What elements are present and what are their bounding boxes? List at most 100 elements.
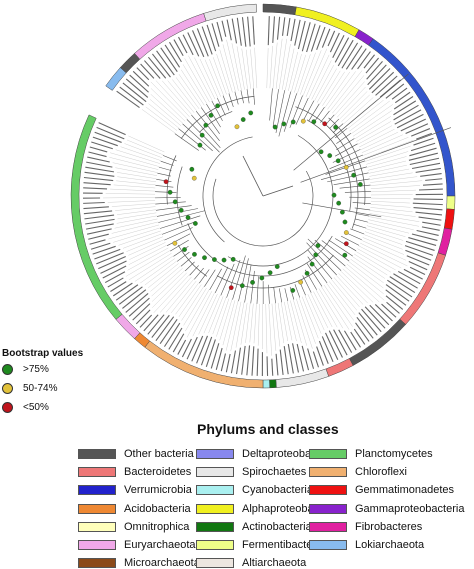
tip-label: [136, 310, 150, 324]
tip-leader: [166, 279, 194, 312]
tip-leader: [156, 81, 190, 117]
tip-label: [272, 359, 273, 376]
tip-label: [226, 354, 230, 372]
tip-leader: [296, 299, 312, 349]
ring-sector: [444, 209, 454, 230]
tip-label: [268, 16, 269, 45]
tip-leader: [237, 46, 245, 89]
legend-swatch: [78, 522, 116, 532]
tip-label: [232, 19, 236, 44]
bootstrap-node: [229, 285, 233, 289]
tip-leader: [209, 296, 224, 333]
bootstrap-low-label: <50%: [23, 402, 49, 413]
tree-branch: [156, 206, 192, 211]
tip-label: [248, 17, 251, 47]
legend-swatch: [309, 540, 347, 550]
tip-label: [97, 127, 125, 138]
bootstrap-node: [202, 255, 206, 259]
tip-label: [366, 58, 379, 73]
bootstrap-mid-label: 50-74%: [23, 383, 57, 394]
tip-label: [386, 296, 403, 310]
tip-label: [133, 71, 149, 86]
tip-leader: [127, 140, 163, 155]
bootstrap-node: [275, 264, 279, 268]
tip-label: [91, 243, 110, 249]
tip-label: [394, 97, 413, 109]
tip-label: [405, 250, 431, 260]
tree-branch: [307, 263, 322, 286]
tree-branch: [274, 287, 276, 303]
ring-sector: [263, 4, 296, 15]
tip-leader: [338, 273, 367, 303]
tip-leader: [316, 290, 337, 327]
tip-leader: [365, 232, 402, 245]
tree-branch: [235, 92, 238, 105]
bootstrap-node: [260, 276, 264, 280]
tip-leader: [361, 132, 398, 150]
tree-branch: [194, 268, 203, 279]
tree-branch: [346, 233, 362, 240]
tip-label: [183, 35, 193, 55]
tree-branch-arc: [213, 171, 313, 246]
tip-leader: [309, 55, 329, 98]
tip-label: [252, 346, 254, 375]
bootstrap-node: [249, 111, 253, 115]
tip-leader: [312, 60, 332, 99]
tree-tip-labels: [83, 16, 443, 376]
tip-leader: [121, 147, 161, 161]
tip-label: [422, 222, 440, 225]
tip-label: [242, 17, 245, 47]
tip-label: [84, 211, 112, 214]
tip-leader: [115, 168, 157, 176]
tip-label: [216, 348, 222, 370]
tip-leader: [266, 304, 267, 353]
legend-label: Gammaproteobacteria: [355, 503, 464, 515]
tip-label: [113, 283, 132, 296]
bootstrap-node: [200, 133, 204, 137]
tip-label: [242, 346, 245, 375]
tip-leader: [254, 304, 256, 344]
tip-label: [96, 253, 123, 264]
tip-leader: [152, 273, 187, 308]
tip-leader: [356, 251, 391, 272]
bootstrap-node: [212, 257, 216, 261]
tip-leader: [108, 200, 155, 202]
tip-leader: [297, 54, 310, 93]
tip-leader: [293, 300, 306, 346]
legend-swatch: [196, 485, 234, 495]
legend-item: Cyanobacteria: [196, 484, 313, 496]
tip-leader: [255, 48, 257, 89]
tip-label: [90, 240, 106, 244]
legend-label: Altiarchaeota: [242, 557, 306, 569]
tip-leader: [269, 304, 272, 356]
ring-sector: [400, 253, 446, 325]
tree-branch: [301, 128, 451, 183]
legend-label: Euryarchaeota: [124, 539, 196, 551]
tip-label: [308, 349, 314, 369]
tip-leader: [124, 144, 162, 158]
tree-branch: [247, 89, 249, 103]
legend-swatch: [196, 558, 234, 568]
tree-branch: [353, 202, 371, 203]
tip-label: [86, 224, 114, 229]
legend-item: Verrumicrobia: [78, 484, 192, 496]
legend-label: Cyanobacteria: [242, 484, 313, 496]
tip-label: [398, 271, 420, 283]
tip-leader: [123, 234, 162, 249]
bootstrap-node: [298, 280, 302, 284]
tip-label: [87, 157, 109, 162]
ring-sector: [263, 380, 270, 388]
bootstrap-node: [164, 179, 168, 183]
tip-label: [401, 119, 426, 131]
legend-swatch: [78, 504, 116, 514]
bootstrap-node: [333, 125, 337, 129]
tip-leader: [250, 304, 254, 343]
tree-branch: [241, 90, 244, 103]
tip-label: [416, 133, 431, 139]
bootstrap-legend-high: >75%: [2, 362, 49, 376]
legend-item: Fibrobacteres: [309, 521, 422, 533]
tree-branch: [221, 264, 234, 296]
ring-sector: [438, 228, 452, 255]
legend-item: Lokiarchaeota: [309, 539, 424, 551]
bootstrap-node: [198, 143, 202, 147]
